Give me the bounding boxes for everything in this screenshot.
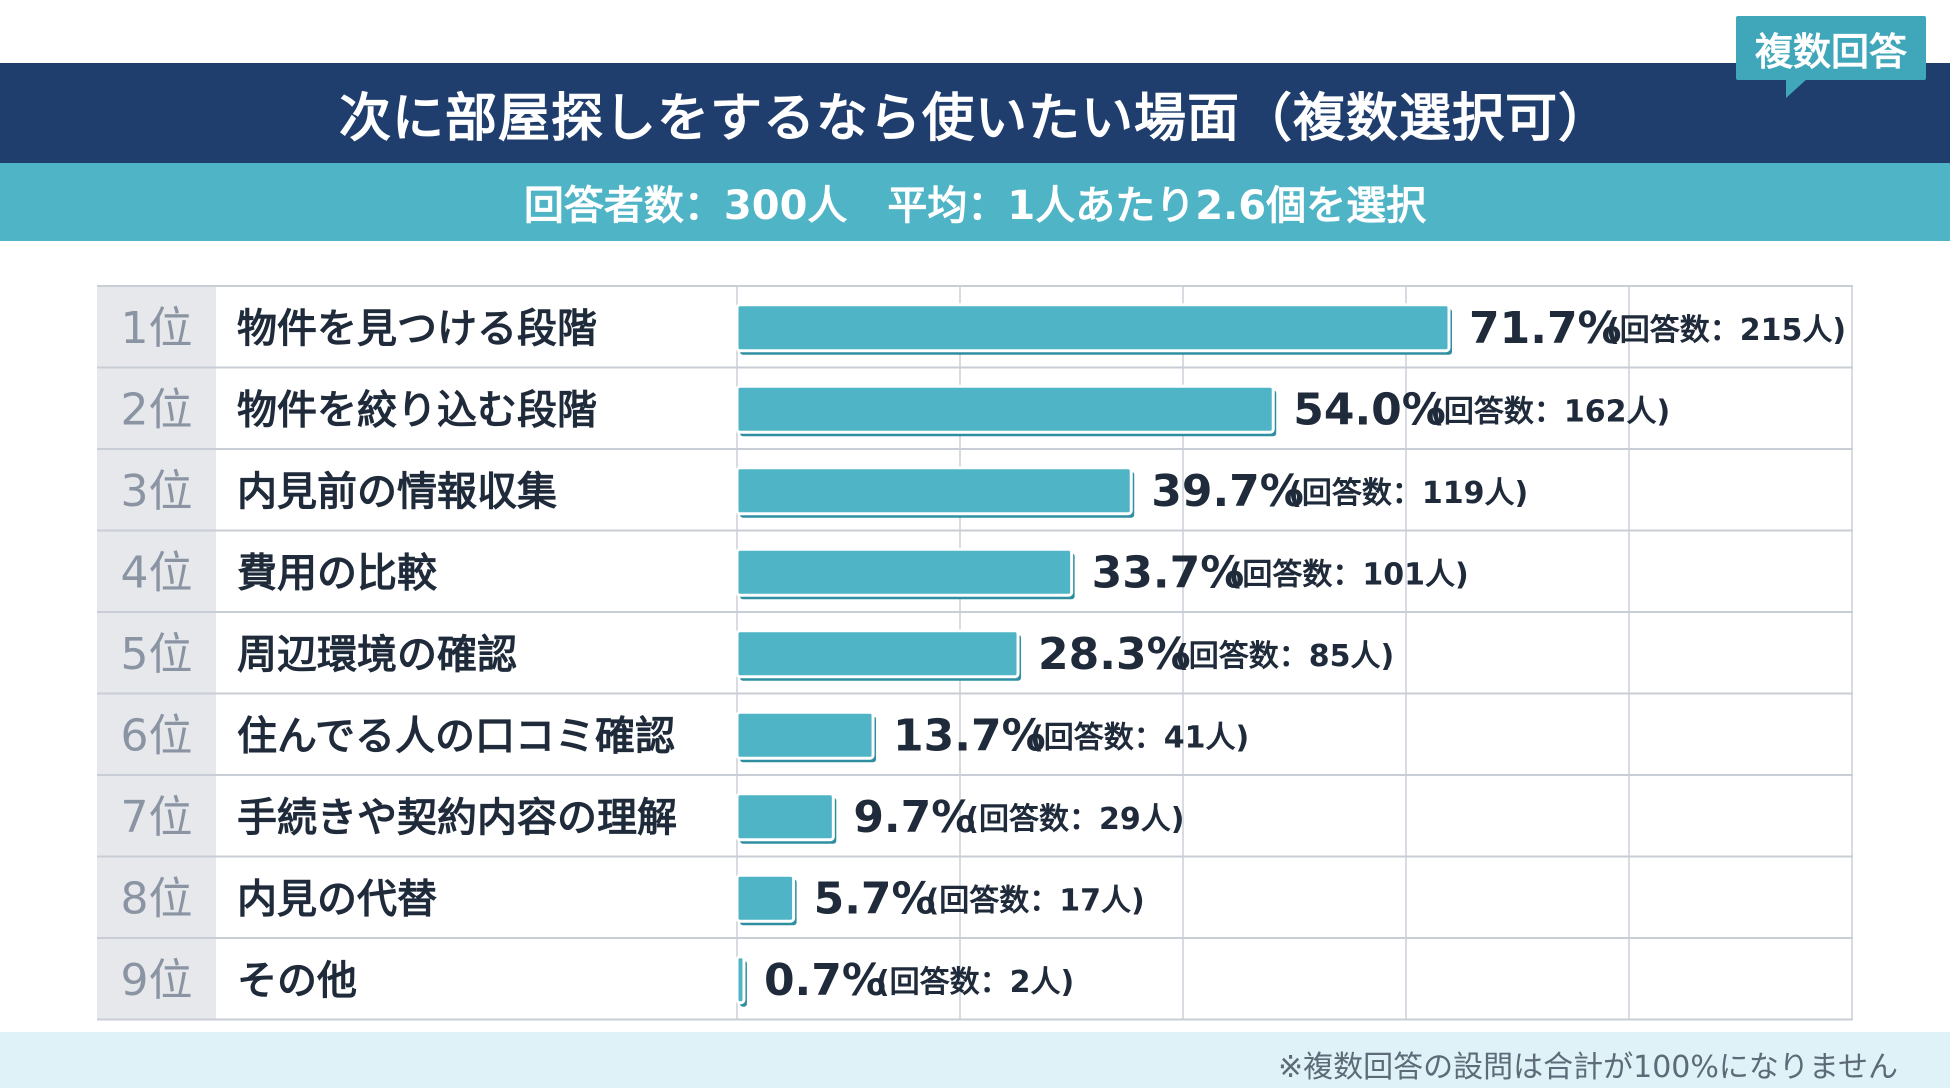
value-label: 9.7% xyxy=(853,792,975,843)
category-label: 物件を見つける段階 xyxy=(237,306,597,352)
rank-label: 7位 xyxy=(121,792,193,843)
rank-label: 1位 xyxy=(121,303,193,354)
value-label: 28.3% xyxy=(1038,629,1191,680)
value-label: 5.7% xyxy=(814,873,936,924)
count-label: (回答数：85人) xyxy=(1175,639,1394,674)
category-label: 周辺環境の確認 xyxy=(237,632,517,678)
category-label: その他 xyxy=(237,958,357,1004)
category-label: 費用の比較 xyxy=(237,550,438,596)
rank-label: 2位 xyxy=(121,384,193,435)
count-label: (回答数：29人) xyxy=(965,802,1184,837)
category-label: 内見前の情報収集 xyxy=(237,469,557,515)
count-label: (回答数：119人) xyxy=(1288,476,1528,511)
rank-column-bg xyxy=(97,286,216,1020)
footnote-band xyxy=(0,1032,1950,1088)
count-label: (回答数：101人) xyxy=(1229,557,1469,592)
bar xyxy=(735,384,1275,434)
badge-pointer xyxy=(1786,78,1808,98)
value-label: 0.7% xyxy=(764,955,886,1006)
bar xyxy=(735,873,796,923)
subtitle-band: 回答者数：300人 平均：1人あたり2.6個を選択 xyxy=(0,163,1950,241)
rank-label: 3位 xyxy=(121,466,193,517)
bar xyxy=(735,710,875,760)
count-label: (回答数：2人) xyxy=(876,965,1074,1000)
bar xyxy=(735,547,1074,597)
category-label: 物件を絞り込む段階 xyxy=(237,387,597,433)
value-label: 71.7% xyxy=(1469,303,1622,354)
multiple-answer-badge: 複数回答 xyxy=(1736,16,1926,80)
rank-label: 5位 xyxy=(121,629,193,680)
rank-label: 6位 xyxy=(121,710,193,761)
category-label: 内見の代替 xyxy=(237,876,437,922)
bar xyxy=(735,466,1133,516)
title-band: 次に部屋探しをするなら使いたい場面（複数選択可） xyxy=(0,63,1950,163)
category-label: 住んでる人の口コミ確認 xyxy=(237,713,675,759)
count-label: (回答数：215人) xyxy=(1606,313,1846,348)
bar xyxy=(735,629,1020,679)
rank-label: 4位 xyxy=(121,547,193,598)
rank-label: 8位 xyxy=(121,873,193,924)
bar xyxy=(735,955,746,1005)
bar xyxy=(735,303,1451,353)
rank-label: 9位 xyxy=(121,955,193,1006)
count-label: (回答数：41人) xyxy=(1030,720,1249,755)
category-label: 手続きや契約内容の理解 xyxy=(237,795,677,841)
value-label: 13.7% xyxy=(893,710,1046,761)
count-label: (回答数：162人) xyxy=(1430,394,1670,429)
bar xyxy=(735,792,835,842)
footnote: ※複数回答の設問は合計が100%になりません xyxy=(1277,1050,1898,1085)
value-label: 39.7% xyxy=(1151,466,1304,517)
value-label: 54.0% xyxy=(1293,384,1446,435)
chart-title: 次に部屋探しをするなら使いたい場面（複数選択可） xyxy=(338,88,1611,149)
value-label: 33.7% xyxy=(1092,547,1245,598)
chart-subtitle: 回答者数：300人 平均：1人あたり2.6個を選択 xyxy=(523,183,1427,229)
count-label: (回答数：17人) xyxy=(926,883,1145,918)
